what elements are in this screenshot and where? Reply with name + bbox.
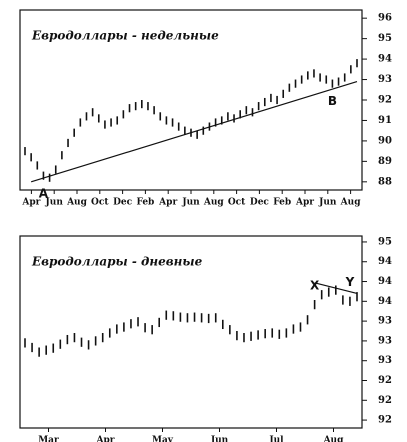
y-tick-label: 96 bbox=[378, 13, 392, 24]
x-tick-label: Feb bbox=[273, 198, 291, 208]
x-tick-label: Mar bbox=[38, 436, 59, 442]
plot-frame bbox=[19, 235, 363, 429]
y-tick-label: 91 bbox=[378, 115, 392, 126]
chart-title: Евродоллары - дневные bbox=[31, 255, 203, 269]
y-tick-label: 94 bbox=[378, 276, 392, 287]
x-tick-label: Oct bbox=[91, 198, 109, 208]
x-tick-label: Aug bbox=[66, 198, 88, 208]
annotation: B bbox=[328, 94, 337, 108]
y-tick-label: 94 bbox=[378, 296, 392, 307]
y-tick-label: 92 bbox=[378, 375, 392, 386]
y-tick-label: 92 bbox=[378, 415, 392, 426]
y-tick-label: 95 bbox=[378, 33, 392, 44]
y-tick-label: 92 bbox=[378, 95, 392, 106]
x-tick-label: Aug bbox=[323, 436, 345, 442]
annotation: X bbox=[310, 279, 320, 293]
x-tick-label: Aug bbox=[340, 198, 362, 208]
x-tick-label: Jun bbox=[210, 436, 229, 442]
annotation: Y bbox=[345, 275, 355, 289]
trendline bbox=[30, 81, 358, 183]
x-tick-label: Jun bbox=[45, 198, 64, 208]
y-tick-label: 92 bbox=[378, 395, 392, 406]
y-tick-label: 95 bbox=[378, 236, 392, 247]
x-tick-label: Apr bbox=[295, 198, 314, 208]
y-tick-label: 93 bbox=[378, 74, 392, 85]
x-tick-label: Apr bbox=[21, 198, 40, 208]
y-tick-label: 88 bbox=[378, 176, 392, 187]
x-tick-label: Oct bbox=[228, 198, 246, 208]
y-tick-label: 89 bbox=[378, 156, 392, 167]
y-tick-label: 94 bbox=[378, 256, 392, 267]
x-tick-label: Dec bbox=[113, 198, 133, 208]
x-tick-label: Apr bbox=[95, 436, 114, 442]
y-tick-label: 94 bbox=[378, 54, 392, 65]
x-tick-label: May bbox=[152, 436, 174, 442]
y-tick-label: 93 bbox=[378, 316, 392, 327]
x-tick-label: Jul bbox=[268, 436, 284, 442]
x-tick-label: Feb bbox=[136, 198, 154, 208]
x-tick-label: Aug bbox=[203, 198, 225, 208]
chart-title: Евродоллары - недельные bbox=[31, 29, 219, 43]
x-tick-label: Jun bbox=[318, 198, 337, 208]
y-tick-label: 93 bbox=[378, 335, 392, 346]
y-tick-label: 93 bbox=[378, 355, 392, 366]
x-tick-label: Dec bbox=[250, 198, 270, 208]
annotation: A bbox=[39, 186, 49, 200]
trendline bbox=[314, 282, 358, 294]
x-tick-label: Jun bbox=[181, 198, 200, 208]
x-tick-label: Apr bbox=[158, 198, 177, 208]
y-tick-label: 90 bbox=[378, 135, 392, 146]
